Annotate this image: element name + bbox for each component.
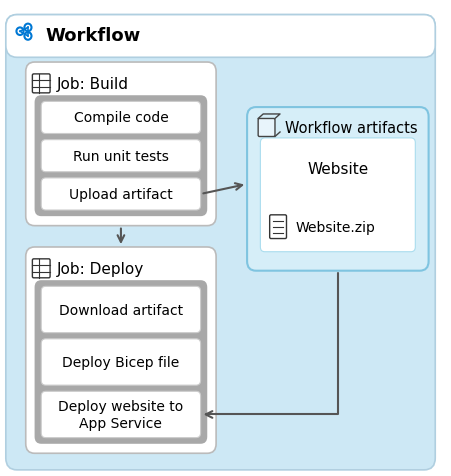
FancyBboxPatch shape — [258, 119, 274, 137]
FancyBboxPatch shape — [41, 287, 200, 333]
Text: Job: Deploy: Job: Deploy — [57, 261, 144, 276]
FancyBboxPatch shape — [6, 16, 434, 58]
FancyBboxPatch shape — [26, 248, 216, 453]
Text: Job: Build: Job: Build — [57, 77, 129, 92]
Text: Compile code: Compile code — [74, 111, 168, 125]
FancyBboxPatch shape — [41, 140, 200, 172]
FancyBboxPatch shape — [32, 259, 50, 278]
Text: Deploy Bicep file: Deploy Bicep file — [62, 355, 179, 369]
FancyBboxPatch shape — [247, 108, 428, 271]
FancyBboxPatch shape — [41, 178, 200, 210]
FancyBboxPatch shape — [26, 63, 216, 226]
Text: ⬜: ⬜ — [260, 121, 268, 135]
Text: Workflow artifacts: Workflow artifacts — [284, 120, 416, 135]
Text: Deploy website to
App Service: Deploy website to App Service — [58, 399, 183, 430]
FancyBboxPatch shape — [35, 280, 207, 444]
Text: Website.zip: Website.zip — [295, 220, 374, 234]
Text: Run unit tests: Run unit tests — [73, 149, 169, 163]
FancyBboxPatch shape — [41, 391, 200, 438]
FancyBboxPatch shape — [35, 96, 207, 217]
Text: Workflow: Workflow — [46, 27, 141, 45]
FancyBboxPatch shape — [6, 16, 434, 470]
FancyBboxPatch shape — [32, 75, 50, 94]
Text: Upload artifact: Upload artifact — [69, 188, 172, 201]
FancyBboxPatch shape — [41, 102, 200, 134]
Text: ⋮: ⋮ — [28, 75, 48, 94]
FancyBboxPatch shape — [269, 215, 286, 239]
FancyBboxPatch shape — [41, 339, 200, 386]
Text: Website: Website — [307, 162, 368, 177]
FancyBboxPatch shape — [260, 139, 414, 252]
Text: Download artifact: Download artifact — [59, 303, 183, 317]
